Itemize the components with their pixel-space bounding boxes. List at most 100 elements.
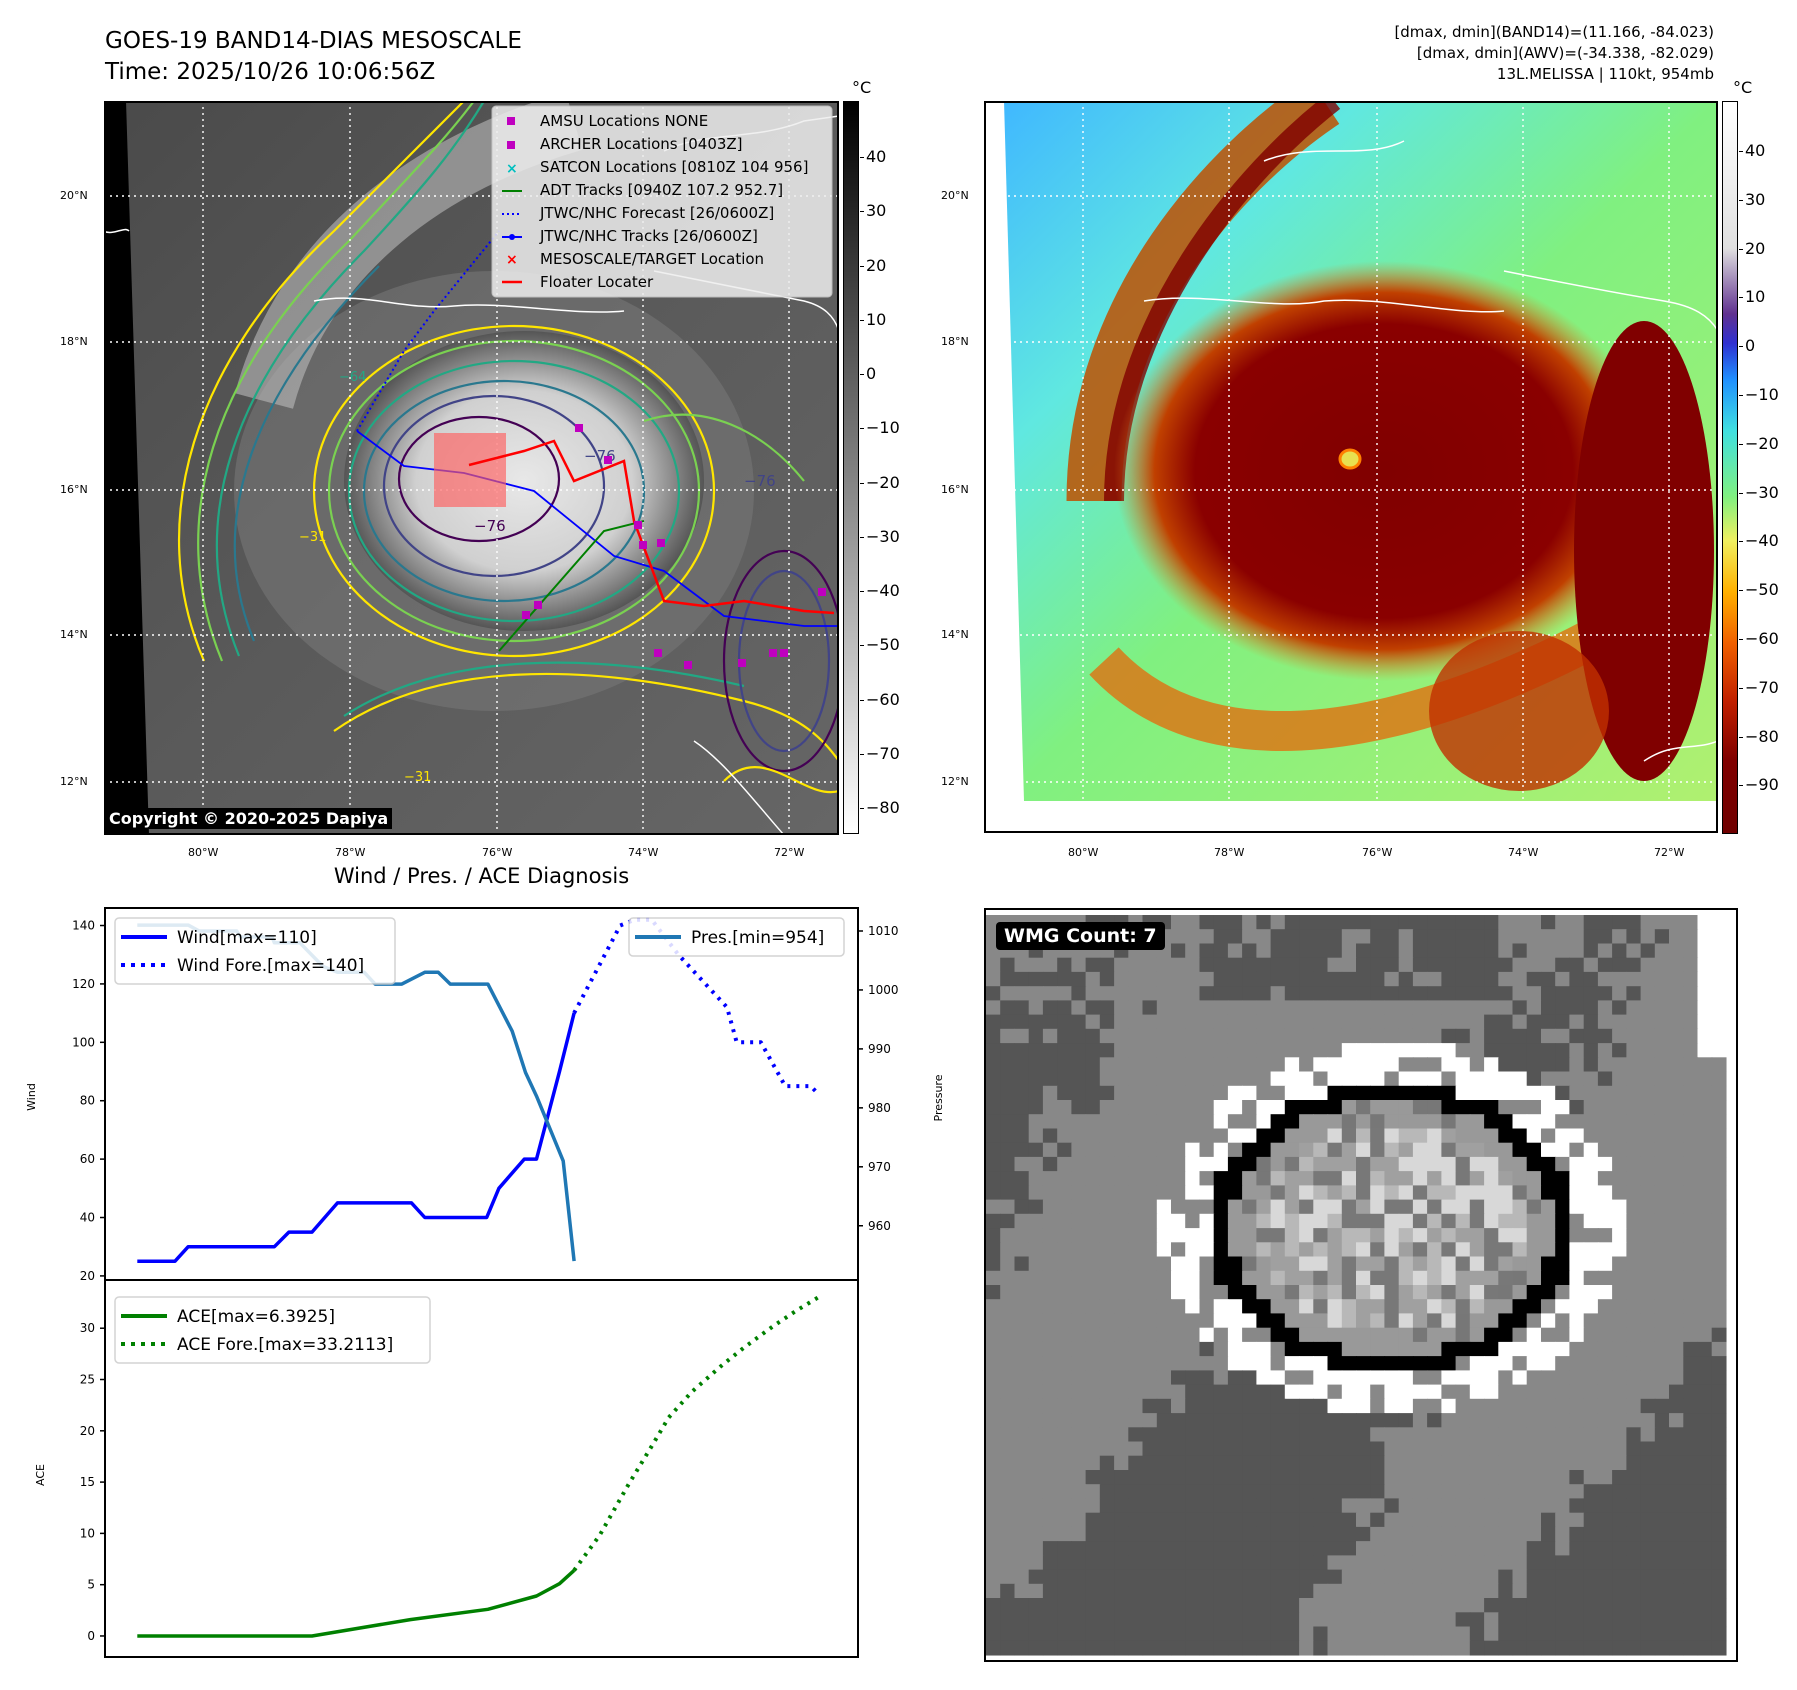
wmg-cell: [1469, 1171, 1485, 1186]
wmg-cell: [1256, 1470, 1272, 1485]
wmg-cell: [1042, 1398, 1058, 1414]
wmg-cell: [1441, 1270, 1457, 1286]
wmg-cell: [1711, 957, 1727, 973]
wmg-cell: [1114, 986, 1129, 1002]
wmg-cell: [1284, 1569, 1300, 1585]
wmg-cell: [1441, 1512, 1457, 1528]
wmg-cell: [1341, 1640, 1357, 1656]
wmg-cell: [1199, 1470, 1215, 1485]
wmg-cell: [1384, 1427, 1400, 1443]
colorbar-tick: [860, 808, 864, 809]
wmg-cell: [1455, 1313, 1471, 1329]
wmg-cell: [1156, 1071, 1172, 1087]
wmg-cell: [1356, 1156, 1371, 1172]
wmg-cell: [1000, 1341, 1016, 1357]
wmg-cell: [1099, 1640, 1115, 1656]
wmg-cell: [1640, 1441, 1656, 1457]
wmg-cell: [1526, 1071, 1542, 1087]
wmg-cell: [986, 1541, 1001, 1556]
wmg-cell: [1057, 1498, 1073, 1514]
wmg-cell: [1256, 986, 1272, 1002]
wmg-cell: [1669, 1156, 1684, 1172]
wmg-cell: [1000, 1000, 1016, 1016]
wmg-cell: [1085, 986, 1101, 1002]
wmg-cell: [1441, 1242, 1457, 1258]
wmg-cell: [1669, 1626, 1684, 1642]
wmg-cell: [1555, 1128, 1571, 1144]
wmg-cell: [1284, 1512, 1300, 1528]
wmg-cell: [1654, 1370, 1670, 1386]
wmg-cell: [1555, 1199, 1571, 1215]
wmg-cell: [1626, 1043, 1642, 1058]
wmg-cell: [1042, 1441, 1058, 1457]
wmg-cell: [1412, 1541, 1428, 1556]
wmg-cell: [1227, 957, 1243, 973]
wmg-cell: [1171, 1299, 1186, 1315]
wmg-cell: [1028, 1640, 1044, 1656]
wmg-cell: [1156, 1285, 1172, 1300]
wmg-cell: [1427, 1512, 1442, 1528]
wmg-cell: [1597, 1043, 1613, 1058]
wmg-cell: [1256, 1327, 1272, 1343]
wmg-cell: [1356, 1384, 1371, 1400]
wmg-cell: [1000, 1228, 1016, 1243]
colorbar-tick: [860, 699, 864, 701]
wmg-cell: [1654, 1299, 1670, 1315]
wmg-cell: [1498, 1285, 1514, 1300]
wmg-cell: [1185, 915, 1201, 930]
wmg-cell: [1412, 986, 1428, 1002]
wmg-cell: [1512, 1100, 1528, 1115]
wmg-cell: [1213, 1569, 1229, 1585]
wmg-cell: [1085, 1413, 1101, 1428]
wmg-cell: [1498, 1398, 1514, 1414]
wmg-cell: [1711, 1285, 1727, 1300]
wmg-cell: [1711, 1498, 1727, 1514]
wmg-cell: [1626, 1057, 1642, 1073]
wmg-cell: [1284, 1598, 1300, 1613]
wmg-cell: [1597, 1512, 1613, 1528]
wmg-cell: [1612, 1341, 1627, 1357]
wmg-cell: [1327, 1555, 1343, 1571]
wmg-cell: [1270, 1583, 1286, 1599]
wmg-cell: [1697, 1640, 1713, 1656]
wmg-cell: [1583, 1455, 1599, 1471]
wmg-cell: [1498, 1270, 1514, 1286]
wmg-cell: [1697, 1526, 1713, 1542]
wmg-cell: [1626, 1285, 1642, 1300]
wmg-cell: [1213, 1341, 1229, 1357]
wmg-cell: [1384, 1341, 1400, 1357]
wmg-cell: [1541, 1455, 1556, 1471]
wmg-cell: [1412, 1356, 1428, 1371]
wmg-cell: [1640, 1100, 1656, 1115]
wmg-cell: [1284, 1000, 1300, 1016]
wmg-cell: [1654, 1356, 1670, 1371]
colorbar-tick-label: 10: [1745, 287, 1766, 307]
wmg-cell: [1213, 1598, 1229, 1613]
wmg-cell: [1455, 1398, 1471, 1414]
wmg-cell: [1370, 986, 1386, 1002]
wmg-cell: [1028, 1071, 1044, 1087]
wmg-cell: [1384, 1085, 1400, 1101]
wmg-cell: [1512, 1384, 1528, 1400]
wmg-cell: [1071, 1598, 1087, 1613]
y-right-tick-label: 980: [868, 1101, 891, 1115]
wmg-cell: [1171, 1014, 1186, 1030]
wmg-cell: [1014, 1228, 1030, 1243]
wmg-cell: [1171, 1612, 1186, 1628]
wmg-cell: [1185, 986, 1201, 1002]
wmg-cell: [1313, 1640, 1329, 1656]
wmg-cell: [1384, 1526, 1400, 1542]
wmg-cell: [1028, 1213, 1044, 1229]
wmg-cell: [1156, 1413, 1172, 1428]
wmg-cell: [1270, 1000, 1286, 1016]
wmg-cell: [1398, 1156, 1414, 1172]
wmg-cell: [1555, 1142, 1571, 1158]
wmg-cell: [1626, 1398, 1642, 1414]
wmg-cell: [1469, 1612, 1485, 1628]
wmg-cell: [1071, 1199, 1087, 1215]
wmg-cell: [1270, 1384, 1286, 1400]
wmg-cell: [1128, 1356, 1144, 1371]
wmg-cell: [1284, 1484, 1300, 1500]
wmg-cell: [1697, 1156, 1713, 1172]
wmg-cell: [1711, 1100, 1727, 1115]
